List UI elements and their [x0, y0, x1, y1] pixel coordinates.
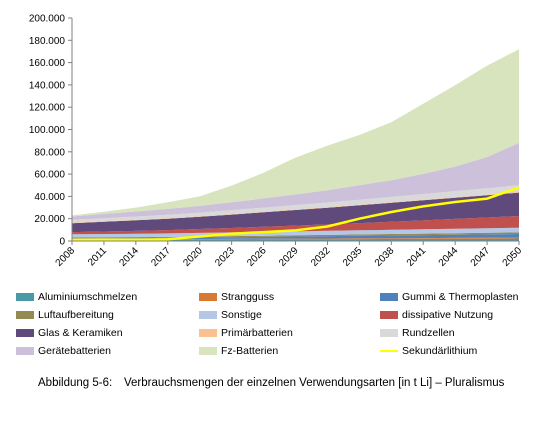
x-tick-label: 2017: [149, 245, 173, 269]
x-tick-label: 2029: [277, 245, 301, 269]
x-tick-label: 2047: [469, 245, 493, 269]
legend-item: Sekundärlithium: [380, 344, 477, 358]
legend-label: Gerätebatterien: [38, 345, 111, 357]
x-tick-label: 2020: [181, 245, 205, 269]
legend-swatch: [380, 311, 398, 319]
legend-label: Strangguss: [221, 291, 275, 303]
legend-item: Sonstige: [199, 308, 262, 322]
legend-swatch: [380, 329, 398, 337]
x-tick-label: 2023: [213, 245, 237, 269]
legend-label: Sonstige: [221, 309, 262, 321]
x-tick-label: 2038: [373, 245, 397, 269]
legend-swatch: [380, 350, 398, 352]
x-tick-label: 2041: [405, 245, 429, 269]
legend-item: dissipative Nutzung: [380, 308, 493, 322]
legend-item: Aluminiumschmelzen: [16, 290, 137, 304]
line-series-group: [71, 186, 520, 242]
y-tick-label: 160.000: [29, 58, 66, 69]
area-9: [72, 185, 519, 223]
legend-label: Rundzellen: [402, 327, 455, 339]
line-sekundaerlithium: [71, 186, 520, 242]
y-tick-label: 40.000: [34, 192, 65, 203]
legend-swatch: [199, 311, 217, 319]
y-tick-label: 80.000: [34, 147, 65, 158]
legend-swatch: [199, 329, 217, 337]
x-tick-label: 2014: [117, 245, 141, 269]
legend-swatch: [199, 293, 217, 301]
area-10: [72, 142, 519, 220]
legend-label: Luftaufbereitung: [38, 309, 114, 321]
y-tick-label: 100.000: [29, 125, 66, 136]
legend-label: Gummi & Thermoplasten: [402, 291, 519, 303]
area-5: [72, 227, 519, 238]
legend-swatch: [16, 293, 34, 301]
chart: 0 20.000 40.000 60.000 80.000 100.000 120.000 1…: [29, 14, 525, 269]
legend-item: Strangguss: [199, 290, 274, 304]
x-tick-label: 2035: [341, 245, 365, 269]
area-7: [72, 192, 519, 233]
x-tick-label: 2044: [437, 245, 461, 269]
legend-swatch: [16, 329, 34, 337]
legend-item: Primärbatterien: [199, 326, 293, 340]
caption-text: Verbrauchsmengen der einzelnen Verwendun…: [124, 377, 505, 389]
y-tick-label: 200.000: [29, 14, 66, 25]
legend-item: Gerätebatterien: [16, 344, 111, 358]
legend-label: Aluminiumschmelzen: [38, 291, 138, 303]
legend-label: Sekundärlithium: [402, 345, 478, 357]
legend-label: dissipative Nutzung: [402, 309, 494, 321]
x-ticks: 2008 2011 2014 2017 2020 2023 2026 2029 2032 2035…: [54, 241, 525, 269]
legend-label: Fz-Batterien: [221, 345, 279, 357]
legend: Aluminiumschmelzen Strangguss Gummi & Ther…: [16, 290, 540, 360]
y-tick-label: 120.000: [29, 103, 66, 114]
area-11: [72, 49, 519, 217]
legend-swatch: [16, 347, 34, 355]
caption-label: Abbildung 5-6:: [38, 377, 113, 389]
x-tick-label: 2011: [86, 245, 109, 268]
y-tick-label: 20.000: [34, 214, 65, 225]
x-tick-label: 2008: [54, 245, 78, 269]
legend-item: Glas & Keramiken: [16, 326, 123, 340]
y-tick-label: 180.000: [29, 36, 66, 47]
area-1: [72, 238, 519, 241]
legend-item: Luftaufbereitung: [16, 308, 114, 322]
x-tick-label: 2050: [501, 245, 525, 269]
legend-swatch: [16, 311, 34, 319]
legend-item: Gummi & Thermoplasten: [380, 290, 519, 304]
legend-item: Fz-Batterien: [199, 344, 278, 358]
y-tick-label: 0: [59, 237, 65, 248]
legend-label: Primärbatterien: [221, 327, 293, 339]
x-tick-label: 2026: [245, 245, 269, 269]
area-6: [72, 216, 519, 235]
legend-item: Rundzellen: [380, 326, 455, 340]
y-ticks: 0 20.000 40.000 60.000 80.000 100.000 120.000 1…: [29, 14, 72, 248]
legend-swatch: [380, 293, 398, 301]
x-tick-label: 2032: [309, 245, 333, 269]
y-tick-label: 140.000: [29, 80, 66, 91]
y-tick-label: 60.000: [34, 170, 65, 181]
area-2: [72, 237, 519, 240]
area-series-group: [72, 49, 519, 241]
legend-swatch: [199, 347, 217, 355]
legend-label: Glas & Keramiken: [38, 327, 123, 339]
